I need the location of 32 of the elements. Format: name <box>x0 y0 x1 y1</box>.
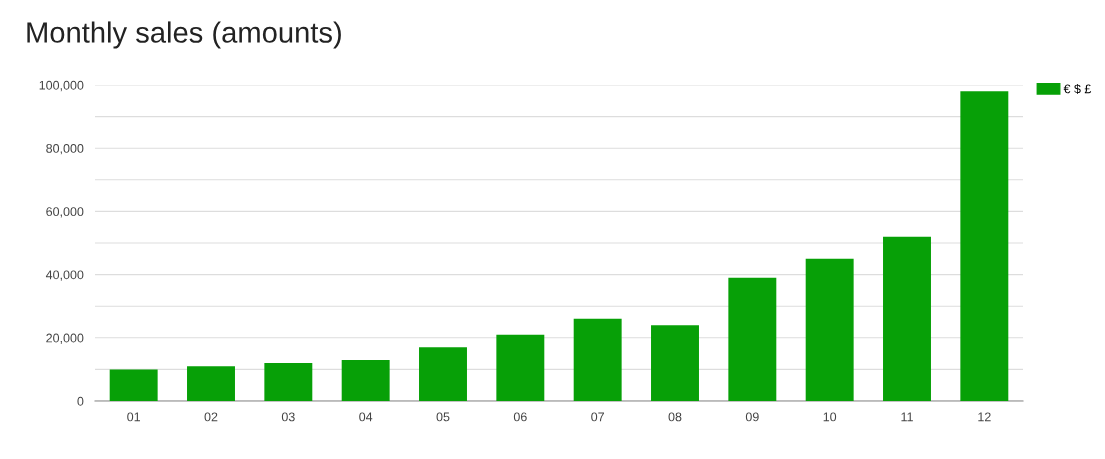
y-tick-label: 60,000 <box>46 207 84 218</box>
bar <box>728 277 777 401</box>
x-tick-label: 08 <box>668 412 682 422</box>
x-tick-label: 01 <box>127 412 141 422</box>
bar <box>496 334 545 401</box>
bar <box>883 236 931 401</box>
x-tick-label: 09 <box>745 412 759 422</box>
x-tick-label: 10 <box>823 412 837 422</box>
x-tick-label: 03 <box>281 412 295 422</box>
y-tick-label: 100,000 <box>39 80 84 92</box>
x-tick-label: 11 <box>901 412 913 422</box>
y-tick-label: 20,000 <box>46 333 84 344</box>
bar <box>651 325 699 401</box>
y-tick-label: 40,000 <box>45 270 84 281</box>
x-tick-label: 06 <box>513 412 527 422</box>
y-tick-label: 0 <box>77 396 84 406</box>
bar <box>419 347 467 401</box>
legend-label: € $ £ <box>1063 83 1092 95</box>
x-tick-label: 05 <box>436 412 450 422</box>
bar <box>341 359 390 401</box>
x-tick-label: 02 <box>204 412 218 422</box>
bar <box>573 318 622 401</box>
x-tick-label: 12 <box>978 412 991 422</box>
bar <box>109 369 158 401</box>
bar <box>805 258 854 401</box>
y-tick-label: 80,000 <box>46 144 84 155</box>
bar <box>187 366 235 401</box>
chart-title: Monthly sales (amounts) <box>27 21 341 49</box>
x-tick-label: 04 <box>359 412 373 422</box>
bar <box>960 91 1009 401</box>
bar <box>264 363 313 401</box>
x-tick-label: 07 <box>591 412 604 422</box>
